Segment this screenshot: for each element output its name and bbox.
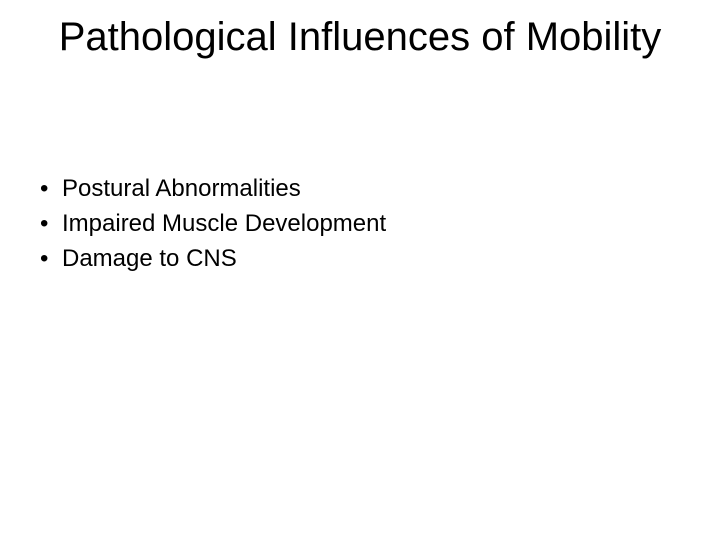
bullet-list: Postural Abnormalities Impaired Muscle D… [36,172,684,276]
list-item: Postural Abnormalities [36,172,684,207]
list-item: Impaired Muscle Development [36,207,684,242]
slide-body: Postural Abnormalities Impaired Muscle D… [36,172,684,276]
slide: Pathological Influences of Mobility Post… [0,0,720,540]
slide-title: Pathological Influences of Mobility [0,0,720,60]
list-item: Damage to CNS [36,242,684,277]
